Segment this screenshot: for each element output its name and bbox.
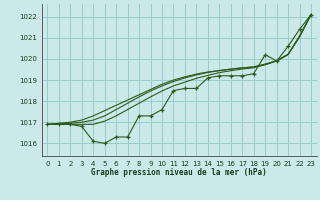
X-axis label: Graphe pression niveau de la mer (hPa): Graphe pression niveau de la mer (hPa): [91, 168, 267, 177]
